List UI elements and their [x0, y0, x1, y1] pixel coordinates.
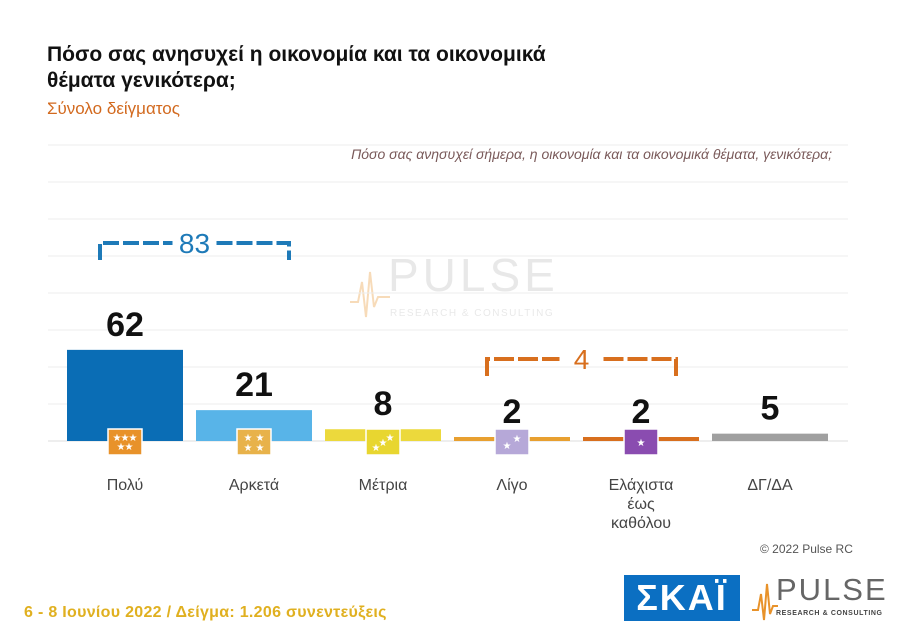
category-label-3: Λίγο [496, 477, 527, 494]
value-label-4: 2 [632, 393, 651, 431]
group-total-label-1: 4 [574, 344, 590, 375]
star-rating-icon-2 [365, 428, 401, 456]
group-bracket-left-1 [485, 357, 560, 376]
star-icon: ★ [503, 441, 512, 452]
pulse-logo: PULSE RESEARCH & CONSULTING [752, 572, 888, 624]
star-icon: ★ [513, 434, 522, 445]
value-label-3: 2 [503, 393, 522, 431]
category-label-4: Ελάχιστα [609, 477, 674, 494]
pulse-watermark: PULSE RESEARCH & CONSULTING [350, 249, 560, 328]
star-icon: ★ [386, 433, 395, 444]
group-bracket-right-1 [603, 357, 678, 376]
value-label-2: 8 [374, 385, 393, 423]
question-text: Πόσο σας ανησυχεί σήμερα, η οικονομία κα… [351, 146, 832, 162]
value-label-0: 62 [106, 306, 144, 344]
watermark-word: PULSE [388, 249, 559, 301]
value-label-1: 21 [235, 366, 273, 404]
group-bracket-right-0 [216, 241, 291, 260]
star-icon: ★ [113, 433, 122, 444]
category-label-1: Αρκετά [229, 477, 279, 494]
star-icon: ★ [637, 438, 646, 449]
skai-logo: ΣΚΑΪ [624, 575, 740, 621]
category-label-4: καθόλου [611, 515, 671, 532]
star-icon: ★ [244, 443, 253, 454]
pulse-wave-icon [350, 271, 390, 318]
pulse-logo-word: PULSE [776, 572, 888, 607]
category-label-5: ΔΓ/ΔΑ [747, 477, 793, 494]
bar-0 [67, 349, 183, 441]
star-rating-icon-3 [494, 428, 530, 456]
chart-title: Πόσο σας ανησυχεί η οικονομία και τα οικ… [47, 43, 546, 92]
star-icon: ★ [372, 443, 381, 454]
pulse-logo-subtitle: RESEARCH & CONSULTING [776, 610, 883, 617]
group-bracket-left-0 [98, 241, 173, 260]
star-icon: ★ [244, 433, 253, 444]
bar-5 [712, 433, 828, 441]
footer-text: 6 - 8 Ιουνίου 2022 / Δείγμα: 1.206 συνεν… [24, 604, 387, 621]
watermark-subtitle: RESEARCH & CONSULTING [390, 308, 555, 319]
star-rating-icon-0 [107, 428, 143, 456]
star-icon: ★ [256, 433, 265, 444]
star-rating-icon-4 [623, 428, 659, 456]
star-icon: ★ [379, 438, 388, 449]
star-icon: ★ [129, 433, 138, 444]
category-label-2: Μέτρια [359, 477, 408, 494]
star-icon: ★ [121, 433, 130, 444]
category-label-4: έως [627, 496, 655, 513]
chart-subtitle: Σύνολο δείγματος [47, 99, 180, 118]
category-label-0: Πολύ [107, 477, 144, 494]
star-icon: ★ [117, 442, 126, 453]
star-rating-icon-1 [236, 428, 272, 456]
value-label-5: 5 [761, 390, 780, 428]
star-icon: ★ [256, 443, 265, 454]
pulse-logo-wave-icon [752, 583, 778, 621]
group-total-label-0: 83 [179, 228, 210, 259]
copyright-text: © 2022 Pulse RC [760, 542, 853, 556]
star-icon: ★ [125, 442, 134, 453]
